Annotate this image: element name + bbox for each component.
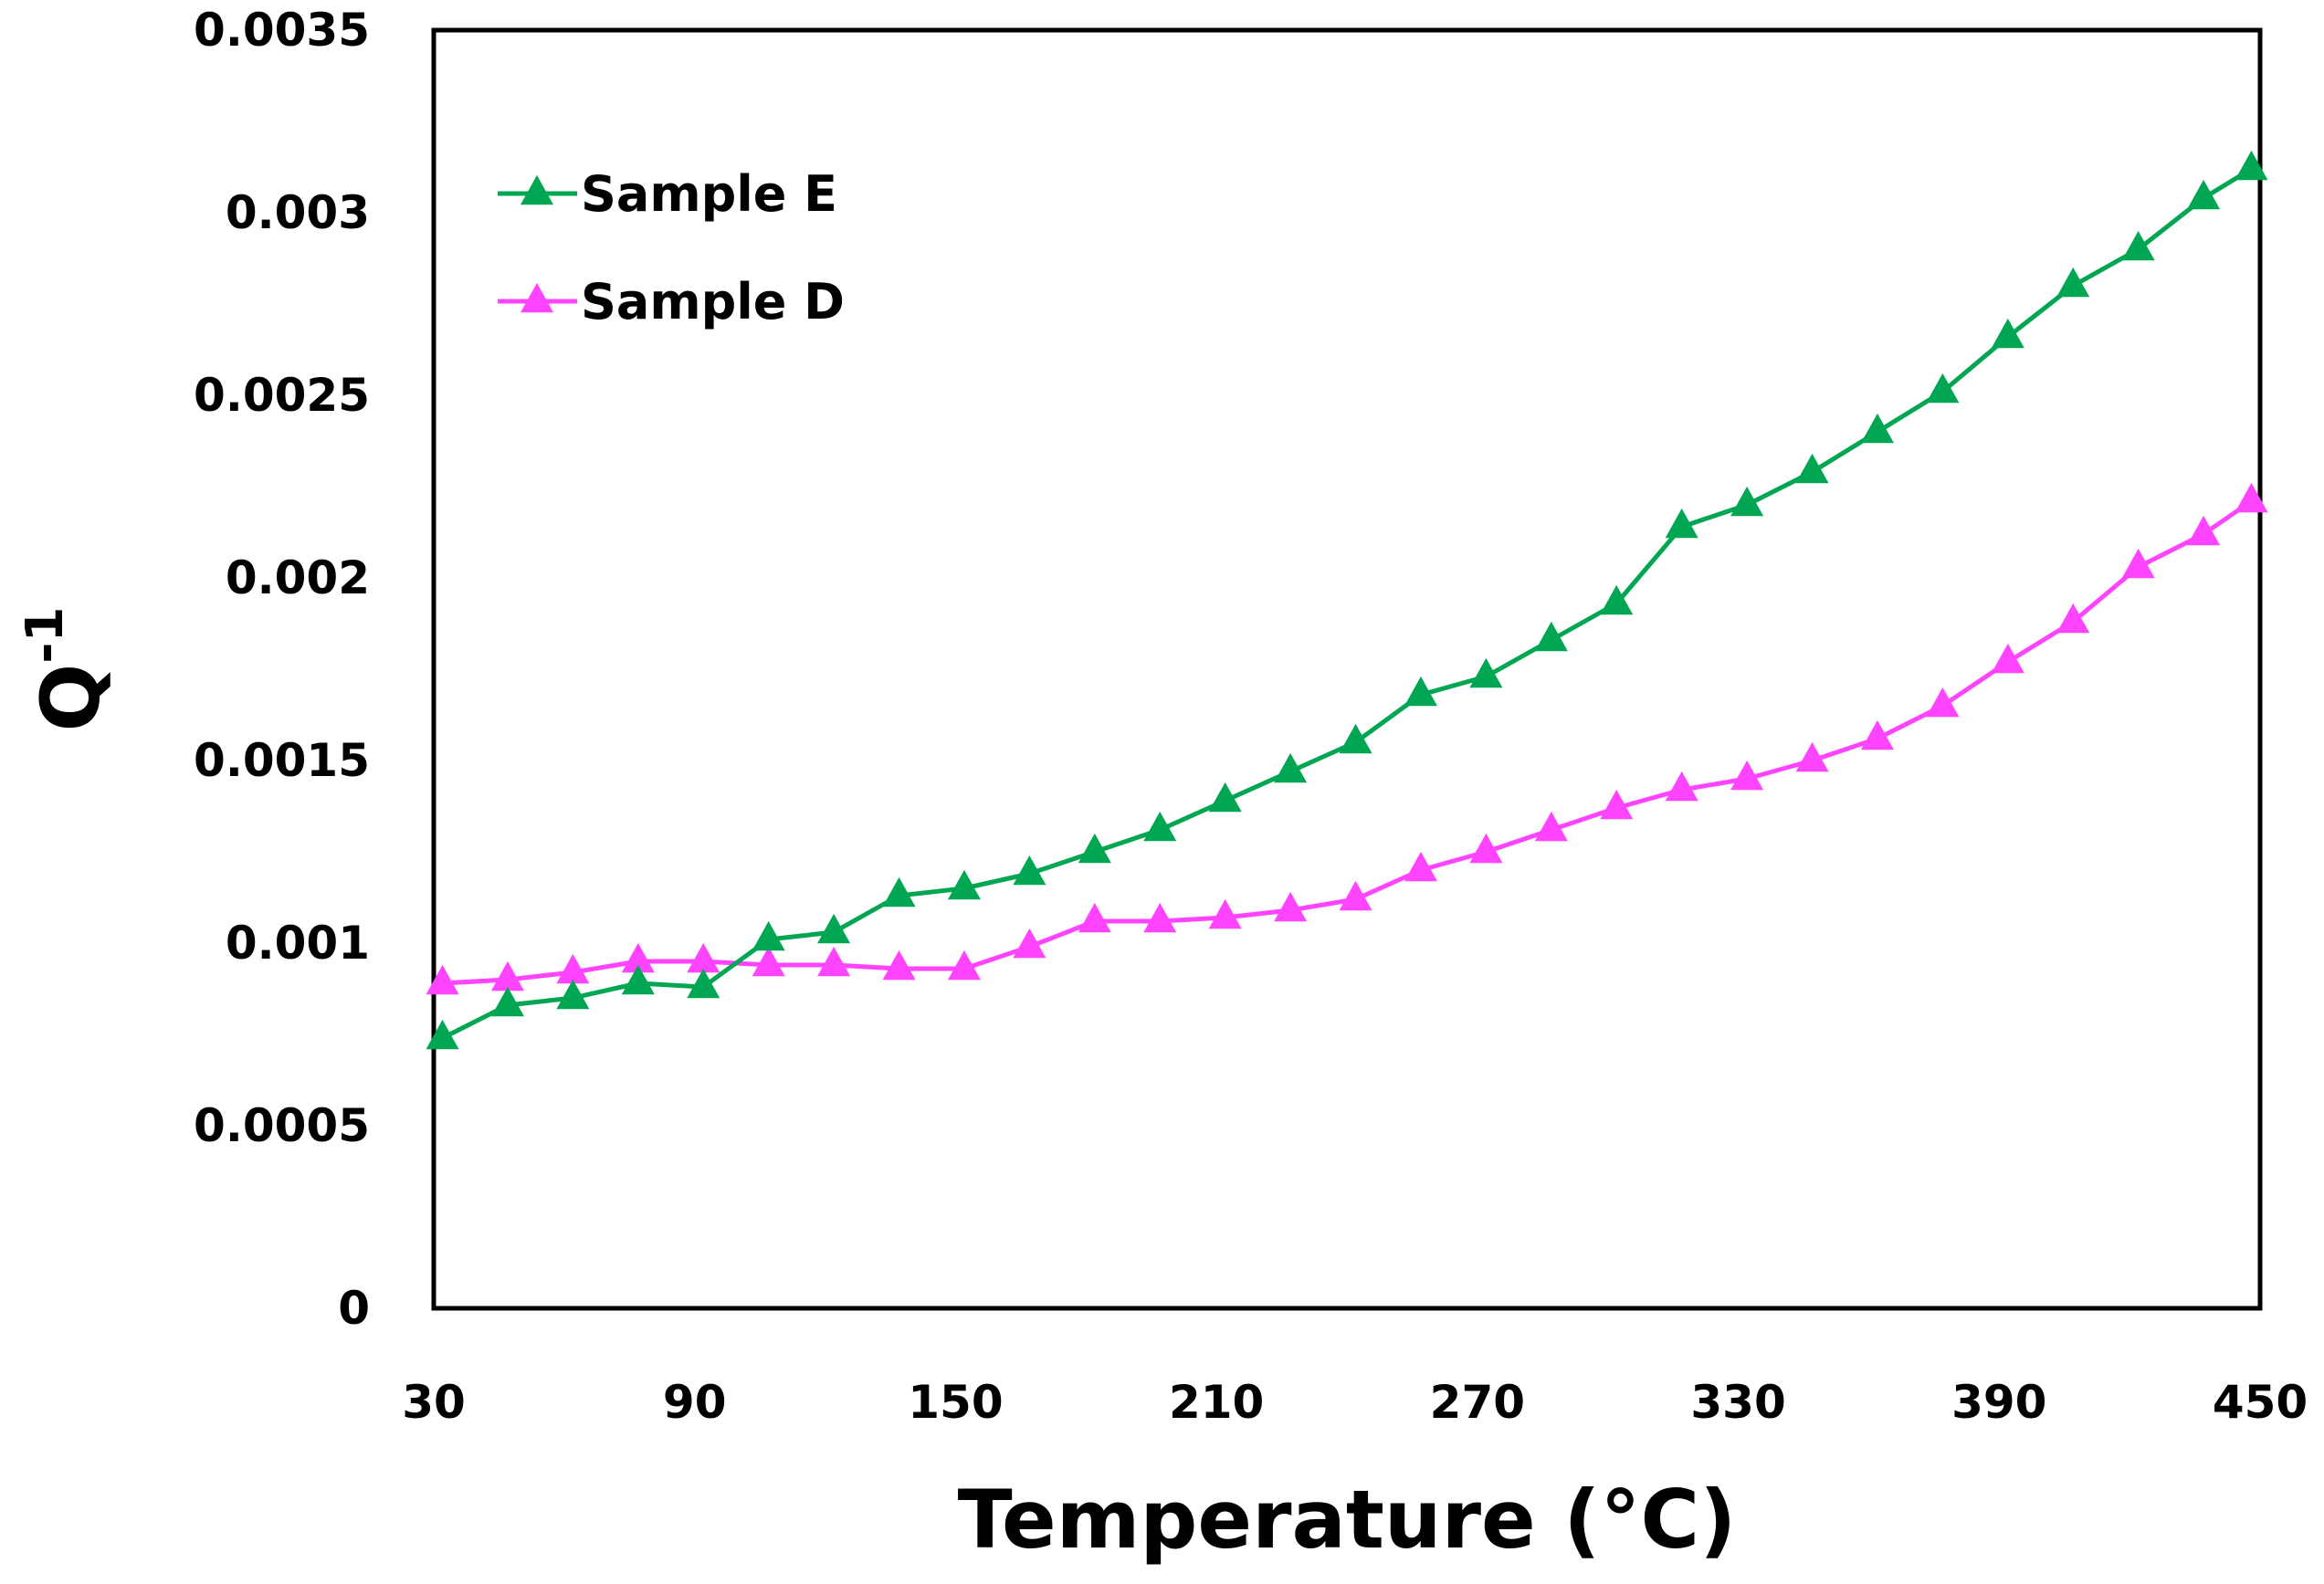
data-point-triangle xyxy=(1600,789,1634,820)
x-tick-label: 450 xyxy=(2213,1376,2308,1429)
data-point-triangle xyxy=(490,960,524,991)
data-point-triangle xyxy=(687,942,720,973)
y-tick-label: 0.002 xyxy=(226,551,370,604)
data-point-triangle xyxy=(1534,621,1568,652)
y-axis-title-superscript: -1 xyxy=(16,606,75,663)
y-tick-label: 0.0015 xyxy=(194,734,370,787)
y-tick-label: 0.0005 xyxy=(194,1099,370,1152)
data-point-triangle xyxy=(947,869,981,900)
data-point-triangle xyxy=(882,876,916,907)
data-point-triangle xyxy=(1795,741,1829,772)
data-point-triangle xyxy=(1208,898,1242,929)
data-point-triangle xyxy=(621,942,655,973)
legend: Sample E Sample D xyxy=(498,165,845,330)
data-point-triangle xyxy=(556,979,590,1010)
data-point-triangle xyxy=(621,964,655,995)
data-point-triangle xyxy=(1730,486,1764,517)
data-point-triangle xyxy=(1013,855,1046,886)
legend-marker-triangle xyxy=(521,174,553,205)
data-point-triangle xyxy=(426,1019,459,1050)
x-tick-label: 330 xyxy=(1690,1376,1785,1429)
data-point-triangle xyxy=(1339,880,1372,911)
y-tick-label: 0.0035 xyxy=(194,4,370,57)
x-tick-label: 270 xyxy=(1430,1376,1525,1429)
data-point-triangle xyxy=(2056,603,2090,634)
data-point-triangle xyxy=(1208,782,1242,813)
data-point-triangle xyxy=(1078,902,1111,933)
data-point-triangle xyxy=(817,913,851,944)
data-point-triangle xyxy=(1795,453,1829,484)
data-point-triangle xyxy=(1665,508,1698,539)
data-point-triangle xyxy=(2056,267,2090,298)
data-point-triangle xyxy=(1274,752,1308,783)
x-tick-label: 210 xyxy=(1169,1376,1264,1429)
data-point-triangle xyxy=(1339,723,1372,754)
y-tick-labels: 0 0.0005 0.001 0.0015 0.002 0.0025 0.003 0.0035 xyxy=(194,4,370,1335)
svg-text:Q-1: Q-1 xyxy=(16,606,118,731)
data-point-triangle xyxy=(426,964,459,995)
data-point-triangle xyxy=(2187,515,2221,546)
legend-label: Sample E xyxy=(581,165,837,223)
x-tick-label: 150 xyxy=(908,1376,1003,1429)
data-point-triangle xyxy=(1404,676,1437,707)
series-layer xyxy=(426,150,2268,1050)
data-point-triangle xyxy=(752,920,785,951)
data-point-triangle xyxy=(1730,760,1764,791)
plot-frame xyxy=(431,27,2263,1311)
data-point-triangle xyxy=(490,986,524,1017)
data-point-triangle xyxy=(2235,482,2268,513)
data-point-triangle xyxy=(1600,584,1634,615)
series-sample-d xyxy=(426,482,2268,995)
y-axis-title: Q-1 xyxy=(16,606,118,731)
data-point-triangle xyxy=(2121,230,2155,261)
x-tick-label: 390 xyxy=(1951,1376,2046,1429)
data-point-triangle xyxy=(882,949,916,981)
data-point-triangle xyxy=(817,946,851,977)
data-point-triangle xyxy=(1469,657,1503,688)
legend-label: Sample D xyxy=(581,273,845,330)
data-point-triangle xyxy=(1991,318,2024,349)
data-point-triangle xyxy=(947,949,981,981)
data-point-triangle xyxy=(752,946,785,977)
y-tick-label: 0.001 xyxy=(226,917,370,970)
data-point-triangle xyxy=(1926,687,1960,718)
data-point-triangle xyxy=(2187,179,2221,210)
data-point-triangle xyxy=(687,968,720,999)
y-tick-label: 0.0025 xyxy=(194,369,370,422)
data-point-triangle xyxy=(1143,902,1177,933)
data-point-triangle xyxy=(2121,548,2155,579)
data-point-triangle xyxy=(1860,719,1894,750)
data-point-triangle xyxy=(1274,891,1308,922)
x-tick-label: 30 xyxy=(402,1376,466,1429)
x-tick-labels: 30 90 150 210 270 330 390 450 xyxy=(402,1376,2308,1429)
data-point-triangle xyxy=(1665,771,1698,802)
series-sample-e xyxy=(426,150,2268,1050)
legend-marker-triangle xyxy=(521,282,553,313)
data-point-triangle xyxy=(1078,833,1111,864)
data-point-triangle xyxy=(1926,372,1960,404)
data-point-triangle xyxy=(1013,928,1046,959)
y-tick-label: 0.003 xyxy=(226,186,370,239)
y-axis-title-base: Q xyxy=(24,664,118,732)
data-point-triangle xyxy=(1469,833,1503,864)
legend-item: Sample D xyxy=(498,273,845,330)
x-tick-label: 90 xyxy=(663,1376,727,1429)
data-point-triangle xyxy=(1991,643,2024,674)
data-point-triangle xyxy=(1860,413,1894,444)
data-point-triangle xyxy=(1143,811,1177,842)
data-point-triangle xyxy=(2235,150,2268,181)
legend-item: Sample E xyxy=(498,165,837,223)
y-tick-label: 0 xyxy=(338,1282,370,1335)
data-point-triangle xyxy=(1534,811,1568,842)
data-point-triangle xyxy=(556,953,590,984)
data-point-triangle xyxy=(1404,851,1437,882)
x-axis-title: Temperature (°C) xyxy=(958,1473,1737,1567)
